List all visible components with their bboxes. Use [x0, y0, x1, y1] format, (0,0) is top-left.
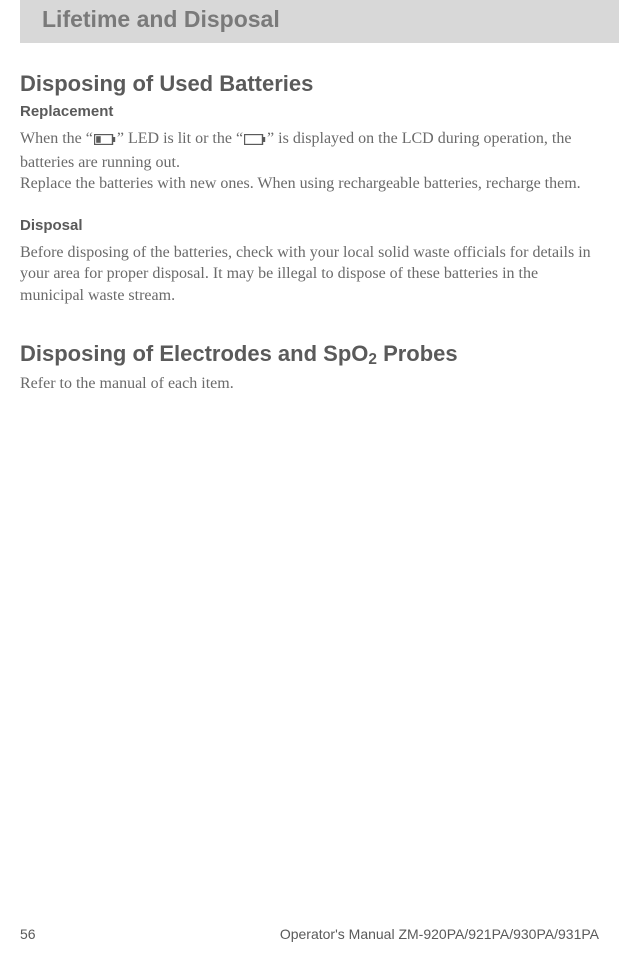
text-fragment: ” LED is lit or the “: [117, 130, 243, 147]
subsection-heading: Replacement: [20, 103, 599, 120]
section-heading: Disposing of Electrodes and SpO2 Probes: [20, 341, 599, 367]
section-heading: Disposing of Used Batteries: [20, 71, 599, 97]
subsection-disposal: Disposal Before disposing of the batteri…: [20, 217, 599, 307]
chapter-bar: Lifetime and Disposal: [20, 0, 619, 43]
subsection-replacement: Replacement When the “ ” LED is lit or th…: [20, 103, 599, 195]
section-disposing-electrodes: Disposing of Electrodes and SpO2 Probes …: [20, 341, 599, 395]
text-fragment: Replace the batteries with new ones. Whe…: [20, 175, 581, 192]
text-fragment: When the “: [20, 130, 93, 147]
page: Lifetime and Disposal Disposing of Used …: [0, 0, 619, 958]
heading-fragment: Disposing of Electrodes and SpO: [20, 341, 368, 366]
battery-low-icon: [94, 130, 116, 152]
page-footer: 56 Operator's Manual ZM-920PA/921PA/930P…: [20, 926, 599, 942]
section-disposing-batteries: Disposing of Used Batteries Replacement …: [20, 71, 599, 307]
page-number: 56: [20, 926, 36, 942]
body-text: Refer to the manual of each item.: [20, 373, 599, 395]
chapter-title: Lifetime and Disposal: [42, 6, 619, 33]
subsection-heading: Disposal: [20, 217, 599, 234]
heading-subscript: 2: [368, 351, 377, 368]
heading-fragment: Probes: [377, 341, 458, 366]
battery-empty-icon: [244, 130, 266, 152]
body-text: Before disposing of the batteries, check…: [20, 242, 599, 307]
manual-id: Operator's Manual ZM-920PA/921PA/930PA/9…: [280, 926, 599, 942]
body-text: When the “” LED is lit or the “” is disp…: [20, 128, 599, 195]
